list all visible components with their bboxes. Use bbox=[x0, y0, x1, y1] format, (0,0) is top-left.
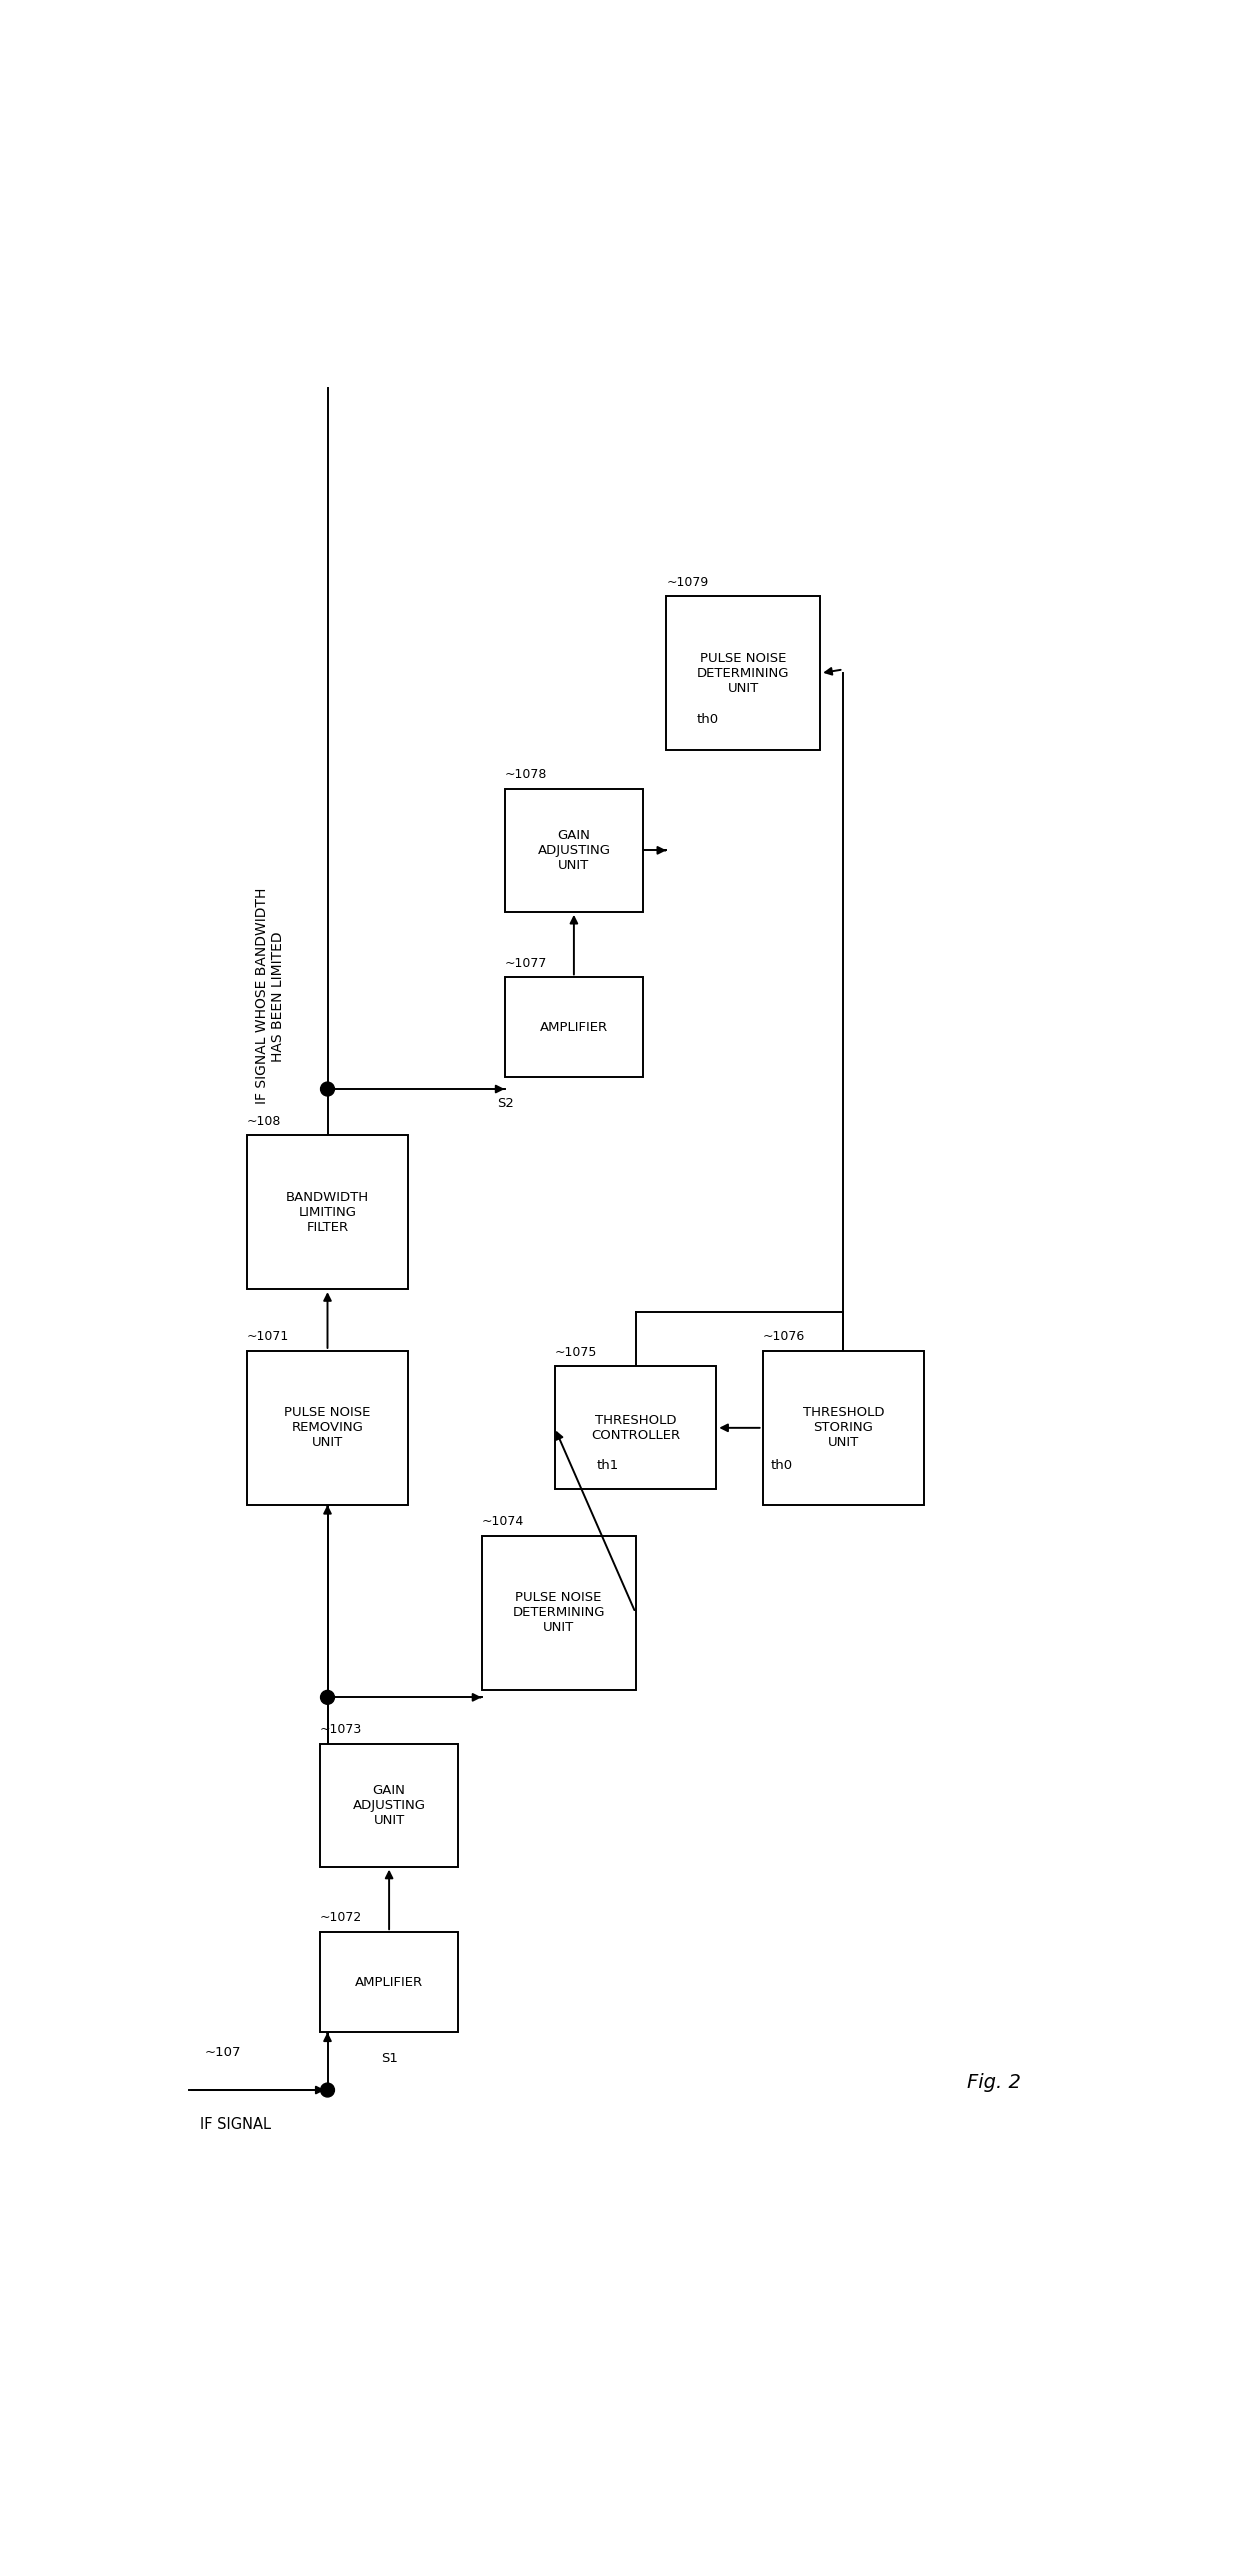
Text: ~1071: ~1071 bbox=[247, 1329, 289, 1342]
Text: GAIN
ADJUSTING
UNIT: GAIN ADJUSTING UNIT bbox=[352, 1784, 425, 1828]
Bar bbox=[763, 1350, 924, 1505]
Bar bbox=[247, 1135, 408, 1288]
Text: th0: th0 bbox=[770, 1459, 792, 1472]
Text: PULSE NOISE
DETERMINING
UNIT: PULSE NOISE DETERMINING UNIT bbox=[512, 1592, 605, 1633]
Circle shape bbox=[321, 2083, 335, 2096]
Bar bbox=[481, 1536, 635, 1690]
Bar bbox=[320, 1932, 459, 2032]
Bar bbox=[247, 1350, 408, 1505]
Bar bbox=[320, 1743, 459, 1866]
Text: ~108: ~108 bbox=[247, 1114, 281, 1127]
Text: ~1077: ~1077 bbox=[505, 956, 547, 969]
Circle shape bbox=[321, 1690, 335, 1705]
Text: ~1075: ~1075 bbox=[554, 1344, 596, 1360]
Text: Fig. 2: Fig. 2 bbox=[967, 2073, 1021, 2091]
Bar bbox=[505, 790, 644, 912]
Text: ~1072: ~1072 bbox=[320, 1912, 362, 1925]
Text: ~1076: ~1076 bbox=[763, 1329, 805, 1342]
Text: S1: S1 bbox=[382, 2052, 398, 2065]
Text: PULSE NOISE
REMOVING
UNIT: PULSE NOISE REMOVING UNIT bbox=[284, 1406, 371, 1449]
Text: th1: th1 bbox=[596, 1459, 619, 1472]
Text: ~1079: ~1079 bbox=[666, 575, 708, 588]
Text: AMPLIFIER: AMPLIFIER bbox=[539, 1020, 608, 1035]
Text: THRESHOLD
CONTROLLER: THRESHOLD CONTROLLER bbox=[591, 1413, 680, 1442]
Text: IF SIGNAL WHOSE BANDWIDTH
HAS BEEN LIMITED: IF SIGNAL WHOSE BANDWIDTH HAS BEEN LIMIT… bbox=[254, 887, 285, 1104]
Text: ~107: ~107 bbox=[205, 2047, 241, 2060]
Text: BANDWIDTH
LIMITING
FILTER: BANDWIDTH LIMITING FILTER bbox=[286, 1191, 370, 1235]
Bar bbox=[554, 1367, 717, 1490]
Text: th0: th0 bbox=[697, 713, 719, 726]
Circle shape bbox=[321, 1081, 335, 1097]
Bar bbox=[666, 596, 821, 751]
Text: AMPLIFIER: AMPLIFIER bbox=[355, 1976, 423, 1989]
Text: ~1078: ~1078 bbox=[505, 767, 547, 782]
Text: GAIN
ADJUSTING
UNIT: GAIN ADJUSTING UNIT bbox=[537, 828, 610, 872]
Text: ~1073: ~1073 bbox=[320, 1723, 362, 1736]
Text: ~1074: ~1074 bbox=[481, 1516, 523, 1528]
Bar bbox=[505, 976, 644, 1079]
Text: PULSE NOISE
DETERMINING
UNIT: PULSE NOISE DETERMINING UNIT bbox=[697, 652, 790, 695]
Text: THRESHOLD
STORING
UNIT: THRESHOLD STORING UNIT bbox=[802, 1406, 884, 1449]
Text: IF SIGNAL: IF SIGNAL bbox=[200, 2116, 270, 2132]
Text: S2: S2 bbox=[497, 1097, 513, 1109]
